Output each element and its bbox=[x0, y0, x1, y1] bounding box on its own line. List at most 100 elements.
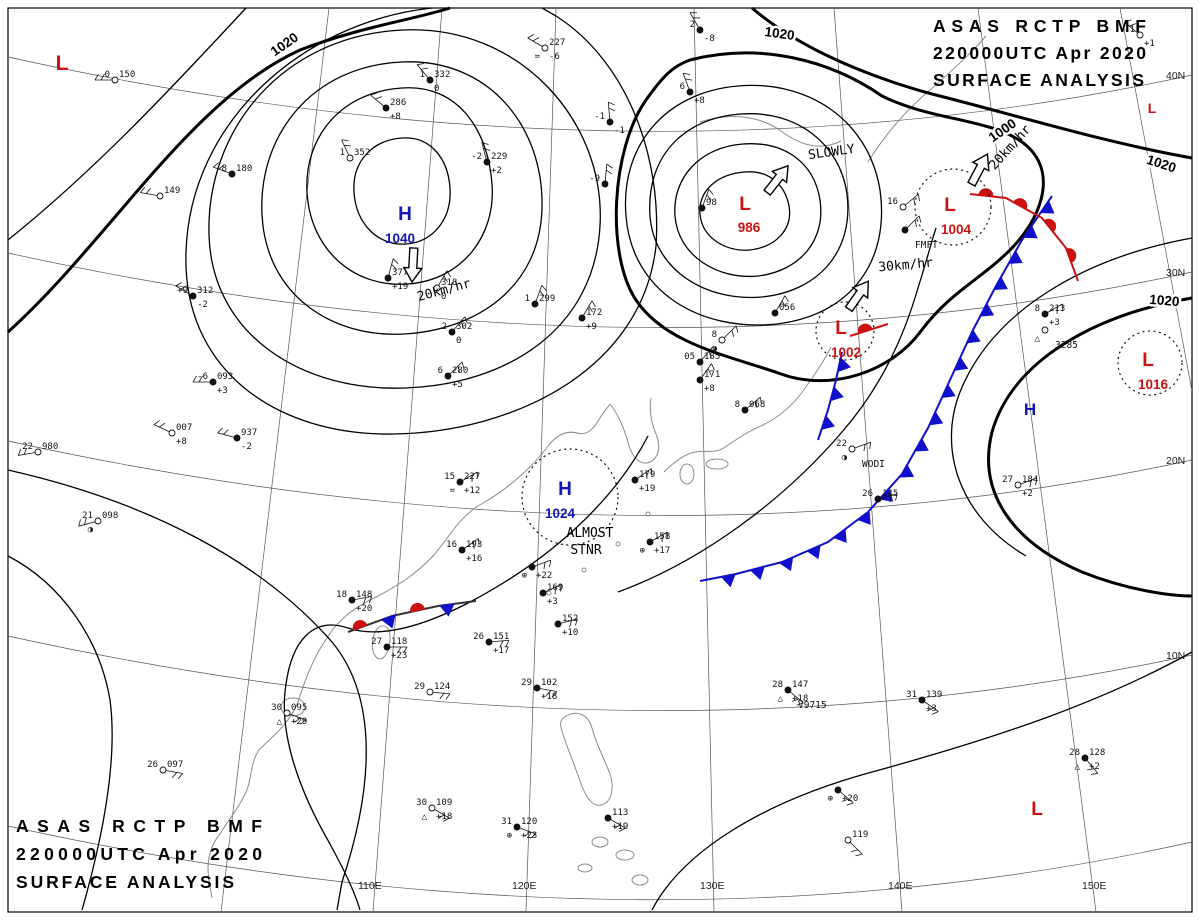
isobar bbox=[261, 61, 543, 335]
wind-barb-tick bbox=[341, 139, 349, 141]
station-circle bbox=[844, 836, 852, 844]
wind-barb-tick bbox=[1090, 772, 1098, 775]
wind-barb-tick bbox=[613, 824, 621, 829]
cold-front-symbol bbox=[899, 463, 915, 478]
high-center: H 1040 bbox=[385, 204, 415, 246]
wind-barb-tick bbox=[473, 541, 475, 549]
warm-front-symbol bbox=[1012, 198, 1028, 210]
station-circle bbox=[741, 406, 749, 414]
stationary-front bbox=[347, 600, 477, 633]
station-pressure: 193 bbox=[466, 540, 482, 550]
station-circle bbox=[696, 26, 704, 34]
station-dewpoint: +8 bbox=[176, 437, 187, 447]
station-dewpoint: +17 bbox=[654, 546, 670, 556]
wind-barb-tick bbox=[869, 442, 872, 450]
station-plot: 302 20 bbox=[442, 316, 472, 346]
station-pressure: 312 bbox=[197, 286, 213, 296]
coastline-island bbox=[280, 697, 306, 717]
wind-barb-tick bbox=[846, 802, 854, 806]
station-dewpoint: +1 bbox=[1144, 39, 1155, 49]
latitude-line bbox=[7, 440, 1193, 516]
station-pressure: 097 bbox=[167, 760, 183, 770]
station-weather-symbol: ⊕ bbox=[522, 571, 527, 581]
station-pressure: 179 bbox=[639, 470, 655, 480]
isobar bbox=[185, 7, 658, 435]
station-temp: 1 bbox=[340, 148, 345, 158]
station-circle bbox=[604, 814, 612, 822]
isobar bbox=[7, 469, 367, 911]
wind-barb-tick bbox=[549, 560, 552, 568]
station-plot: 139 31 +3 bbox=[906, 690, 942, 715]
station-circle bbox=[718, 336, 726, 344]
low-center: L 1002 bbox=[815, 301, 875, 361]
station-pressure: 152 bbox=[562, 614, 578, 624]
station-circle bbox=[899, 203, 907, 211]
wind-barb-tick bbox=[300, 719, 307, 725]
wind-barb-tick bbox=[100, 73, 105, 81]
station-plot: 152+10 bbox=[554, 614, 578, 638]
longitude-line bbox=[372, 7, 443, 913]
isobar bbox=[617, 227, 937, 593]
wind-barb-tick bbox=[731, 329, 735, 337]
pressure-letter: H bbox=[398, 204, 412, 225]
wind-barb-tick bbox=[619, 827, 626, 832]
isobar bbox=[7, 555, 113, 911]
station-weather-symbol: ⊕ bbox=[507, 831, 512, 841]
wind-barb-tick bbox=[759, 397, 762, 405]
coastline bbox=[699, 116, 842, 147]
station-circle bbox=[483, 158, 491, 166]
wind-barb-tick bbox=[457, 365, 461, 373]
station-temp: 31 bbox=[501, 817, 512, 827]
wind-barb-tick bbox=[575, 618, 578, 626]
station-plot: 119 bbox=[844, 830, 868, 857]
movement-annotation: STNR bbox=[570, 543, 601, 558]
station-circle bbox=[1014, 481, 1022, 489]
wind-barb-tick bbox=[889, 495, 892, 503]
station-plot: -9 bbox=[589, 163, 613, 188]
station-circle bbox=[433, 284, 441, 292]
station-pressure: 169 bbox=[547, 583, 563, 593]
wind-barb-tick bbox=[153, 420, 160, 425]
station-pressure: 109 bbox=[436, 798, 452, 808]
station-circle bbox=[606, 118, 614, 126]
lon-label: 130E bbox=[700, 880, 725, 892]
station-temp: 29 bbox=[414, 682, 425, 692]
wind-barb-tick bbox=[460, 321, 464, 329]
station-circle bbox=[771, 309, 779, 317]
wind-barb-tick bbox=[464, 316, 468, 324]
station-weather-symbol: ◑ bbox=[712, 344, 718, 354]
station-dewpoint: +18 bbox=[436, 812, 452, 822]
wind-barb-tick bbox=[445, 693, 451, 700]
wind-barb-tick bbox=[551, 691, 558, 698]
coastline-island bbox=[631, 874, 649, 886]
station-dewpoint: +2 bbox=[1089, 762, 1100, 772]
station-circle bbox=[901, 226, 909, 234]
station-pressure: 980 bbox=[42, 442, 58, 452]
station-plot: 22 ◑ WODI bbox=[836, 439, 885, 470]
wind-barb-tick bbox=[685, 78, 693, 81]
station-plot: 980 22 bbox=[17, 442, 58, 456]
dotted-position-circle bbox=[1117, 330, 1183, 396]
station-circle bbox=[283, 709, 291, 717]
wind-barb-tick bbox=[591, 300, 596, 307]
wind-barb-tick bbox=[755, 400, 758, 408]
station-pressure: 007 bbox=[176, 423, 192, 433]
lon-label: 110E bbox=[358, 880, 382, 892]
station-temp: -9 bbox=[589, 174, 600, 184]
pressure-value: 1002 bbox=[831, 345, 861, 360]
station-pressure: 150 bbox=[119, 70, 135, 80]
station-plot: 095 30 +29 △ bbox=[271, 703, 307, 727]
station-weather-symbol: = bbox=[450, 486, 456, 496]
lon-label: 150E bbox=[1082, 880, 1107, 892]
wind-barb-tick bbox=[711, 363, 715, 371]
isobar-1020 bbox=[6, 6, 451, 334]
isobar bbox=[699, 171, 791, 251]
station-pressure: 98 bbox=[706, 198, 717, 208]
station-dewpoint: +18 bbox=[541, 692, 557, 702]
wind-barb-tick bbox=[477, 538, 480, 546]
cold-front-symbol bbox=[439, 603, 455, 617]
wind-barb-tick bbox=[391, 264, 397, 270]
coastline-island bbox=[615, 541, 621, 547]
station-plot: 193 16 +16 bbox=[446, 538, 482, 564]
wind-barb-tick bbox=[1087, 768, 1095, 771]
